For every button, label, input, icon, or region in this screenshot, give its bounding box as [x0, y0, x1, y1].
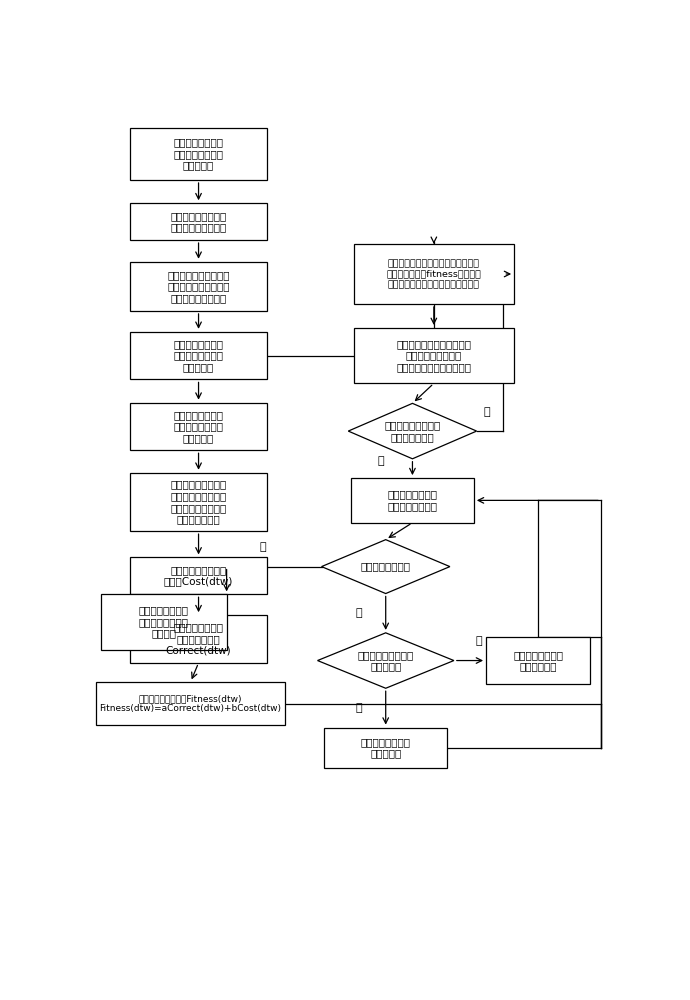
- Text: 计算个体的适应度值Fitness(dtw)
Fitness(dtw)=aCorrect(dtw)+bCost(dtw): 计算个体的适应度值Fitness(dtw) Fitness(dtw)=aCorr…: [99, 694, 282, 713]
- FancyBboxPatch shape: [486, 637, 590, 684]
- Text: 计算并记录每个个
体的分类准确率
Correct(dtw): 计算并记录每个个 体的分类准确率 Correct(dtw): [166, 622, 231, 656]
- FancyBboxPatch shape: [353, 328, 514, 383]
- Text: 在信息单元中将数据分
为训练数据以及测试数
据并记录数据类别数: 在信息单元中将数据分 为训练数据以及测试数 据并记录数据类别数: [167, 270, 230, 303]
- Text: 引入遗传规划，将所
有基分类器作为初始
种群，每个基分类器
为该种群的个体: 引入遗传规划，将所 有基分类器作为初始 种群，每个基分类器 为该种群的个体: [170, 480, 227, 524]
- Text: 否: 否: [483, 407, 490, 417]
- FancyBboxPatch shape: [351, 478, 474, 523]
- Text: 若所有个体对数据测
试结果一致: 若所有个体对数据测 试结果一致: [357, 650, 414, 671]
- FancyBboxPatch shape: [130, 557, 267, 594]
- FancyBboxPatch shape: [353, 244, 514, 304]
- Text: 使用此时的个体修
改训练数据的类别: 使用此时的个体修 改训练数据的类别: [388, 490, 437, 511]
- FancyBboxPatch shape: [130, 203, 267, 240]
- FancyBboxPatch shape: [101, 594, 226, 650]
- FancyBboxPatch shape: [96, 682, 286, 725]
- Polygon shape: [348, 403, 477, 459]
- FancyBboxPatch shape: [324, 728, 447, 768]
- Text: 将物理单元收集到的
数据汇总至信息单元: 将物理单元收集到的 数据汇总至信息单元: [170, 211, 227, 232]
- Text: 根据最小条件风险
修改类标记: 根据最小条件风险 修改类标记: [361, 737, 411, 758]
- Text: 否: 否: [355, 703, 362, 713]
- Text: 是: 是: [377, 456, 384, 466]
- Text: 对训练数据采用有
放回的方式构建多
个基分类器: 对训练数据采用有 放回的方式构建多 个基分类器: [174, 339, 224, 372]
- FancyBboxPatch shape: [130, 615, 267, 663]
- Text: 对种群进行选择交叉运算，具体为，
除去当代群体中fitness最高的个
体，任意选取两个个体进行交叉运算: 对种群进行选择交叉运算，具体为， 除去当代群体中fitness最高的个 体，任意…: [386, 259, 482, 289]
- Text: 使用测试数据对构
建好的所有基分类
器进行测试: 使用测试数据对构 建好的所有基分类 器进行测试: [174, 410, 224, 443]
- Text: 训练数据是否为空: 训练数据是否为空: [361, 562, 411, 572]
- Text: 训练修改过的数据
集，得到最终的分
类器模型: 训练修改过的数据 集，得到最终的分 类器模型: [139, 605, 189, 639]
- FancyBboxPatch shape: [130, 332, 267, 379]
- Text: 种群中的个体数是否
等于数据类别数: 种群中的个体数是否 等于数据类别数: [384, 420, 441, 442]
- Text: 计算并记录个体的代
价损失Cost(dtw): 计算并记录个体的代 价损失Cost(dtw): [164, 565, 233, 587]
- Text: 是: 是: [475, 636, 482, 646]
- FancyBboxPatch shape: [130, 262, 267, 311]
- FancyBboxPatch shape: [130, 473, 267, 531]
- Polygon shape: [322, 540, 450, 594]
- Text: 是: 是: [259, 542, 266, 552]
- FancyBboxPatch shape: [130, 403, 267, 450]
- Text: 将该数据的类别标
记为判别类别: 将该数据的类别标 记为判别类别: [513, 650, 563, 671]
- Text: 用之前未参与运算的适应度
最高的个体替换交叉
运算后，适应度最低的个体: 用之前未参与运算的适应度 最高的个体替换交叉 运算后，适应度最低的个体: [396, 339, 471, 372]
- Polygon shape: [317, 633, 454, 688]
- Text: 否: 否: [355, 608, 362, 618]
- Text: 在信息物理融合系
统中划分物理单元
和信息单元: 在信息物理融合系 统中划分物理单元 和信息单元: [174, 137, 224, 170]
- FancyBboxPatch shape: [130, 128, 267, 180]
